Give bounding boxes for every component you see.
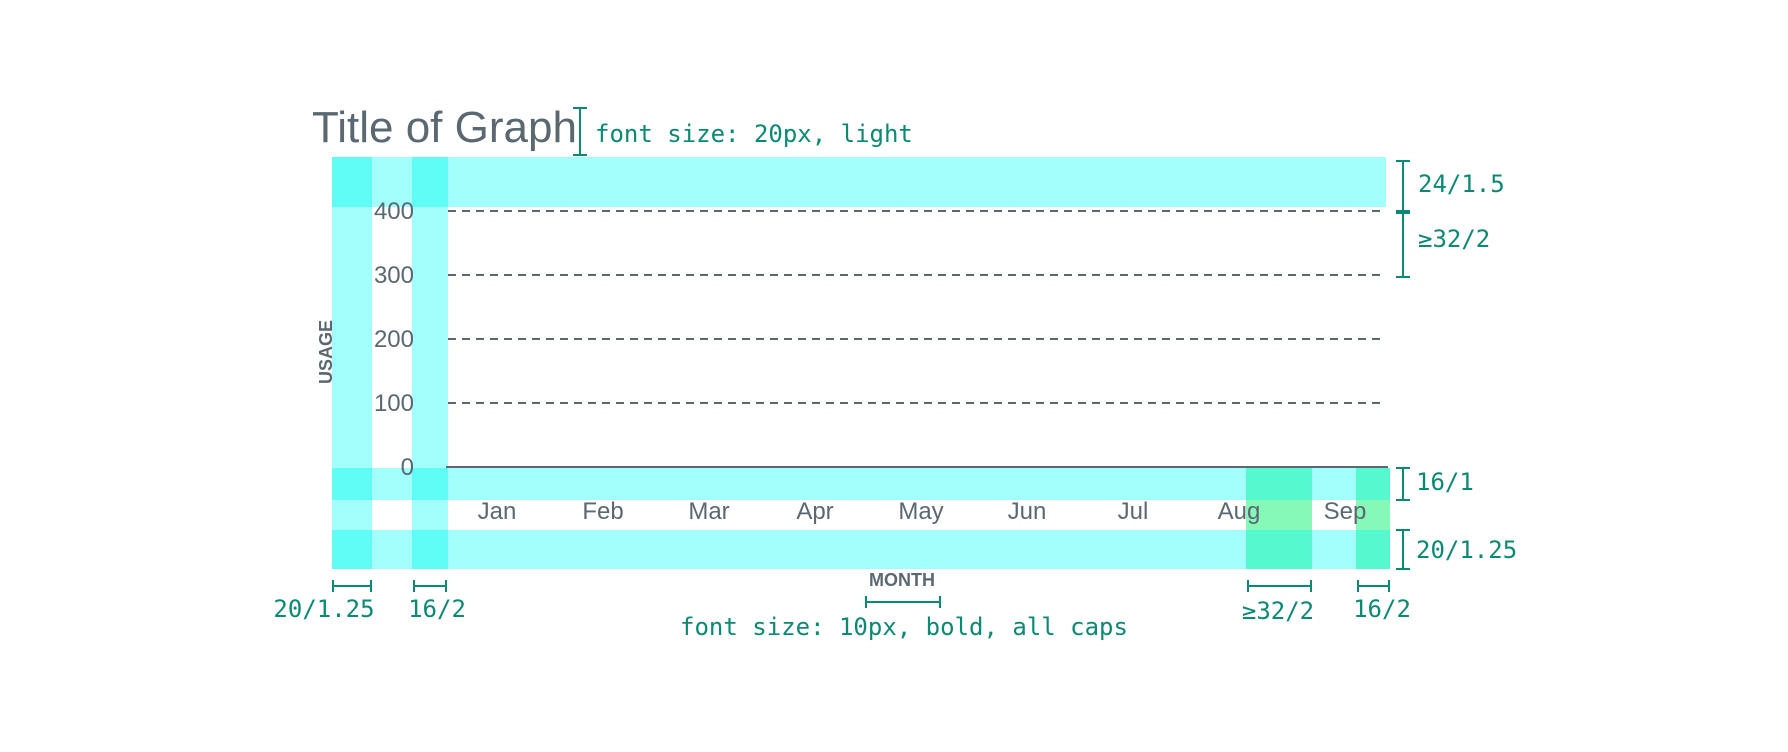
x-tick-label: Mar [688, 498, 729, 525]
right-end-gap-annotation: 16/2 [1353, 595, 1411, 623]
band-overlap [412, 530, 448, 569]
top-padding-annotation: 24/1.5 [1418, 170, 1505, 198]
right-gap-dimension [1247, 580, 1312, 592]
label-font-dimension [865, 596, 941, 608]
band-overlap [412, 468, 448, 500]
right-end-gap-overlap [1356, 500, 1390, 530]
chart-title: Title of Graph [312, 103, 577, 152]
title-font-dimension [573, 107, 587, 156]
x-label-gap-band [332, 530, 1390, 569]
x-tick-gap-dimension [1396, 467, 1410, 501]
left-label-gap-dimension [332, 580, 372, 592]
x-tick-label: May [898, 498, 943, 525]
x-tick-gap-band [332, 468, 1390, 500]
grid-spacing-dimension [1396, 212, 1410, 278]
band-overlap [332, 468, 372, 500]
x-axis-label: MONTH [869, 570, 935, 590]
x-tick-label: Apr [796, 498, 833, 525]
x-label-gap-annotation: 20/1.25 [1416, 536, 1517, 564]
x-tick-label: Aug [1218, 498, 1261, 525]
y-tick-labels: 400 300 200 100 0 [374, 198, 414, 481]
band-overlap [332, 530, 372, 569]
x-tick-label: Jul [1118, 498, 1149, 525]
label-font-annotation: font size: 10px, bold, all caps [680, 613, 1128, 641]
x-tick-label: Jan [478, 498, 517, 525]
x-label-gap-dimension [1396, 529, 1410, 570]
band-overlap [412, 157, 448, 207]
x-tick-gap-annotation: 16/1 [1416, 468, 1474, 496]
y-tick-label: 200 [374, 326, 414, 353]
top-padding-dimension [1396, 160, 1410, 212]
x-tick-label: Jun [1008, 498, 1047, 525]
left-label-gap-band [332, 157, 372, 569]
left-tick-gap-annotation: 16/2 [408, 595, 466, 623]
y-tick-label: 100 [374, 390, 414, 417]
left-tick-gap-dimension [413, 580, 447, 592]
x-tick-label: Sep [1324, 498, 1367, 525]
right-end-gap-dimension [1357, 580, 1390, 592]
left-label-gap-annotation: 20/1.25 [273, 595, 374, 623]
y-tick-label: 400 [374, 198, 414, 225]
x-tick-labels: Jan Feb Mar Apr May Jun Jul Aug Sep [478, 498, 1367, 525]
gridlines [448, 210, 1386, 404]
title-font-annotation: font size: 20px, light [595, 120, 913, 148]
y-tick-label: 0 [401, 454, 414, 481]
y-tick-label: 300 [374, 262, 414, 289]
y-axis-label: USAGE [316, 320, 336, 384]
grid-spacing-annotation: ≥32/2 [1418, 225, 1490, 253]
right-gap-overlap [1246, 500, 1312, 530]
top-padding-band [332, 157, 1386, 207]
left-tick-gap-band [412, 157, 448, 569]
right-gap-annotation: ≥32/2 [1242, 597, 1314, 625]
x-tick-label: Feb [582, 498, 623, 525]
band-overlap [332, 157, 372, 207]
